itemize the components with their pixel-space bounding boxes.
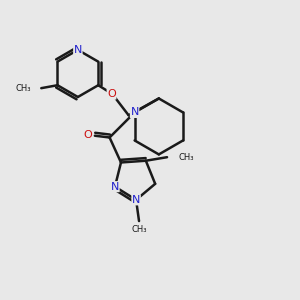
Text: N: N	[111, 182, 119, 192]
Text: N: N	[132, 195, 140, 205]
Text: CH₃: CH₃	[178, 153, 194, 162]
Text: N: N	[130, 107, 139, 118]
Text: O: O	[83, 130, 92, 140]
Text: CH₃: CH₃	[131, 225, 147, 234]
Text: N: N	[74, 45, 82, 55]
Text: CH₃: CH₃	[16, 84, 31, 93]
Text: O: O	[107, 89, 116, 99]
